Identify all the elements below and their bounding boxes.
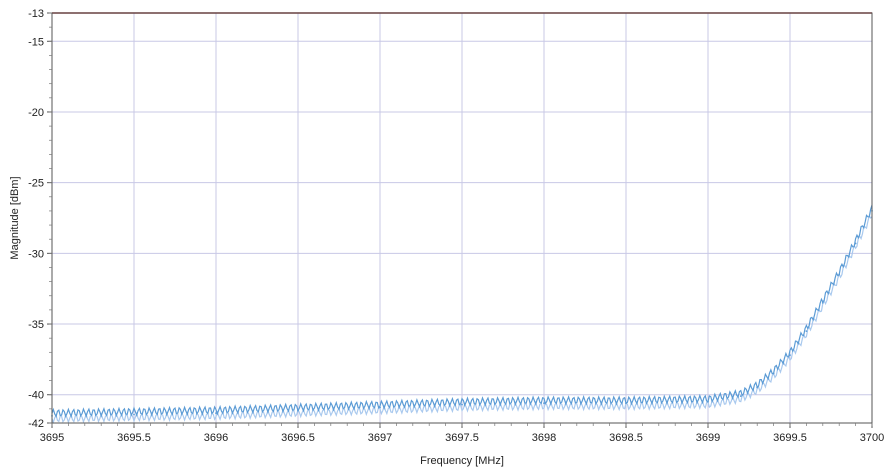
- series-point: [461, 403, 463, 406]
- series-point: [133, 413, 135, 416]
- x-tick-label: 3699.5: [773, 432, 807, 444]
- y-tick-label: -35: [28, 319, 44, 331]
- series-point: [543, 402, 545, 405]
- y-axis-title: Magnitude [dBm]: [9, 176, 21, 259]
- x-tick-label: 3695.5: [117, 432, 151, 444]
- x-tick-label: 3700: [860, 432, 884, 444]
- x-tick-label: 3697: [368, 432, 392, 444]
- series-point: [854, 242, 857, 245]
- x-tick-label: 3696: [204, 432, 228, 444]
- series-point: [789, 354, 791, 357]
- x-tick-label: 3696.5: [281, 432, 315, 444]
- y-tick-label: -20: [28, 107, 44, 119]
- series-point: [772, 372, 775, 375]
- series-point: [707, 400, 709, 403]
- series-point: [739, 395, 742, 398]
- series-trace-lower: [51, 214, 873, 425]
- series-point: [805, 330, 808, 333]
- x-axis-title: Frequency [MHz]: [420, 455, 504, 467]
- x-tick-label: 3698.5: [609, 432, 643, 444]
- series-point: [625, 402, 627, 405]
- x-tick-label: 3699: [696, 432, 720, 444]
- series-point: [821, 301, 824, 304]
- y-tick-label: -42: [28, 418, 44, 430]
- y-tick-label: -15: [28, 36, 44, 48]
- y-tick-label: -30: [28, 248, 44, 260]
- y-axis: -13 -15 -20 -25 -30 -35 -40 -42: [28, 8, 52, 430]
- series-point: [756, 386, 759, 389]
- series-point: [215, 412, 217, 415]
- y-tick-label: -13: [28, 8, 44, 20]
- y-tick-label: -40: [28, 390, 44, 402]
- series-point: [297, 409, 299, 412]
- x-tick-label: 3697.5: [445, 432, 479, 444]
- y-tick-label: -25: [28, 178, 44, 190]
- series-point: [379, 406, 381, 409]
- x-axis: 3695 3695.5 3696 3696.5 3697 3697.5 3698 3698.5…: [40, 423, 884, 444]
- x-tick-label: 3695: [40, 432, 64, 444]
- x-tick-label: 3698: [532, 432, 556, 444]
- series-point: [838, 273, 841, 276]
- series-trace: [51, 204, 873, 418]
